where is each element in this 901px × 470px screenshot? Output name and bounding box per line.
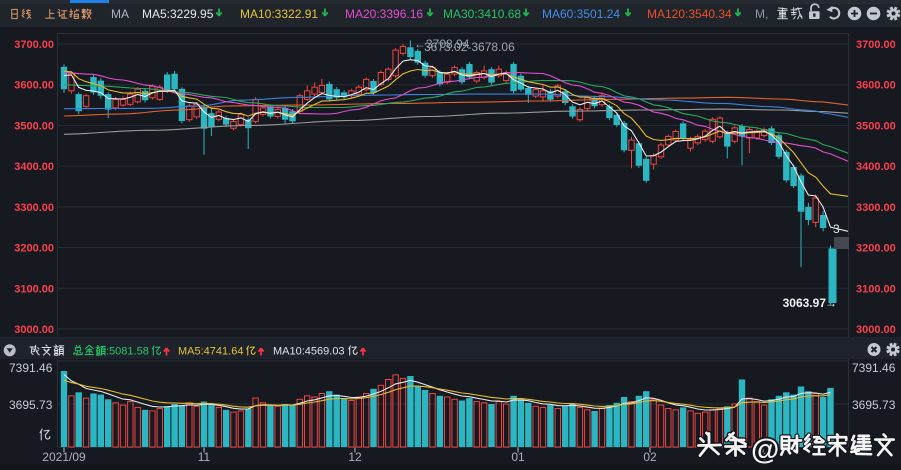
- svg-text:3673.02-3678.06: 3673.02-3678.06: [424, 40, 515, 54]
- svg-text:MA: MA: [111, 7, 129, 21]
- svg-text:3400.00: 3400.00: [856, 161, 896, 173]
- svg-text:MA120:3540.34: MA120:3540.34: [647, 7, 732, 21]
- svg-text:7391.46: 7391.46: [9, 361, 53, 375]
- svg-text:→: →: [825, 296, 837, 310]
- svg-text:3100.00: 3100.00: [856, 283, 896, 295]
- svg-text:3600.00: 3600.00: [856, 80, 896, 92]
- svg-text:3695.73: 3695.73: [852, 398, 896, 412]
- svg-text:3700.00: 3700.00: [856, 39, 896, 51]
- svg-text:12: 12: [348, 450, 362, 464]
- svg-text:M,: M,: [755, 7, 768, 21]
- svg-text:01: 01: [511, 450, 525, 464]
- svg-text:MA20:3396.16: MA20:3396.16: [345, 7, 423, 21]
- svg-text:3500.00: 3500.00: [856, 120, 896, 132]
- svg-text:3400.00: 3400.00: [14, 161, 54, 173]
- svg-text:3063.97: 3063.97: [783, 296, 827, 310]
- svg-text:3700.00: 3700.00: [14, 39, 54, 51]
- svg-text:3695.73: 3695.73: [9, 398, 53, 412]
- svg-text:←3708.94: ←3708.94: [414, 37, 470, 51]
- svg-text:3300.00: 3300.00: [856, 202, 896, 214]
- svg-text:3000.00: 3000.00: [856, 324, 896, 336]
- svg-text:2021/09: 2021/09: [42, 450, 86, 464]
- svg-text:3: 3: [833, 222, 840, 236]
- svg-text:MA60:3501.24: MA60:3501.24: [542, 7, 620, 21]
- svg-text:11: 11: [198, 450, 211, 464]
- svg-text:3200.00: 3200.00: [856, 243, 896, 255]
- svg-text:3500.00: 3500.00: [14, 120, 54, 132]
- svg-text::5081.58: :5081.58: [106, 346, 149, 358]
- svg-text:MA5:3229.95: MA5:3229.95: [142, 7, 214, 21]
- svg-text:MA30:3410.68: MA30:3410.68: [443, 7, 521, 21]
- svg-text:@: @: [751, 434, 779, 466]
- svg-text:MA10:3322.91: MA10:3322.91: [240, 7, 318, 21]
- svg-text:3600.00: 3600.00: [14, 80, 54, 92]
- svg-text:02: 02: [643, 450, 657, 464]
- svg-text:3000.00: 3000.00: [14, 324, 54, 336]
- svg-text:3200.00: 3200.00: [14, 243, 54, 255]
- svg-text:7391.46: 7391.46: [852, 361, 896, 375]
- svg-text:3300.00: 3300.00: [14, 202, 54, 214]
- svg-text:3100.00: 3100.00: [14, 283, 54, 295]
- svg-text:MA10:4569.03: MA10:4569.03: [273, 346, 345, 358]
- svg-text:03: 03: [756, 450, 770, 464]
- svg-text:MA5:4741.64: MA5:4741.64: [178, 346, 243, 358]
